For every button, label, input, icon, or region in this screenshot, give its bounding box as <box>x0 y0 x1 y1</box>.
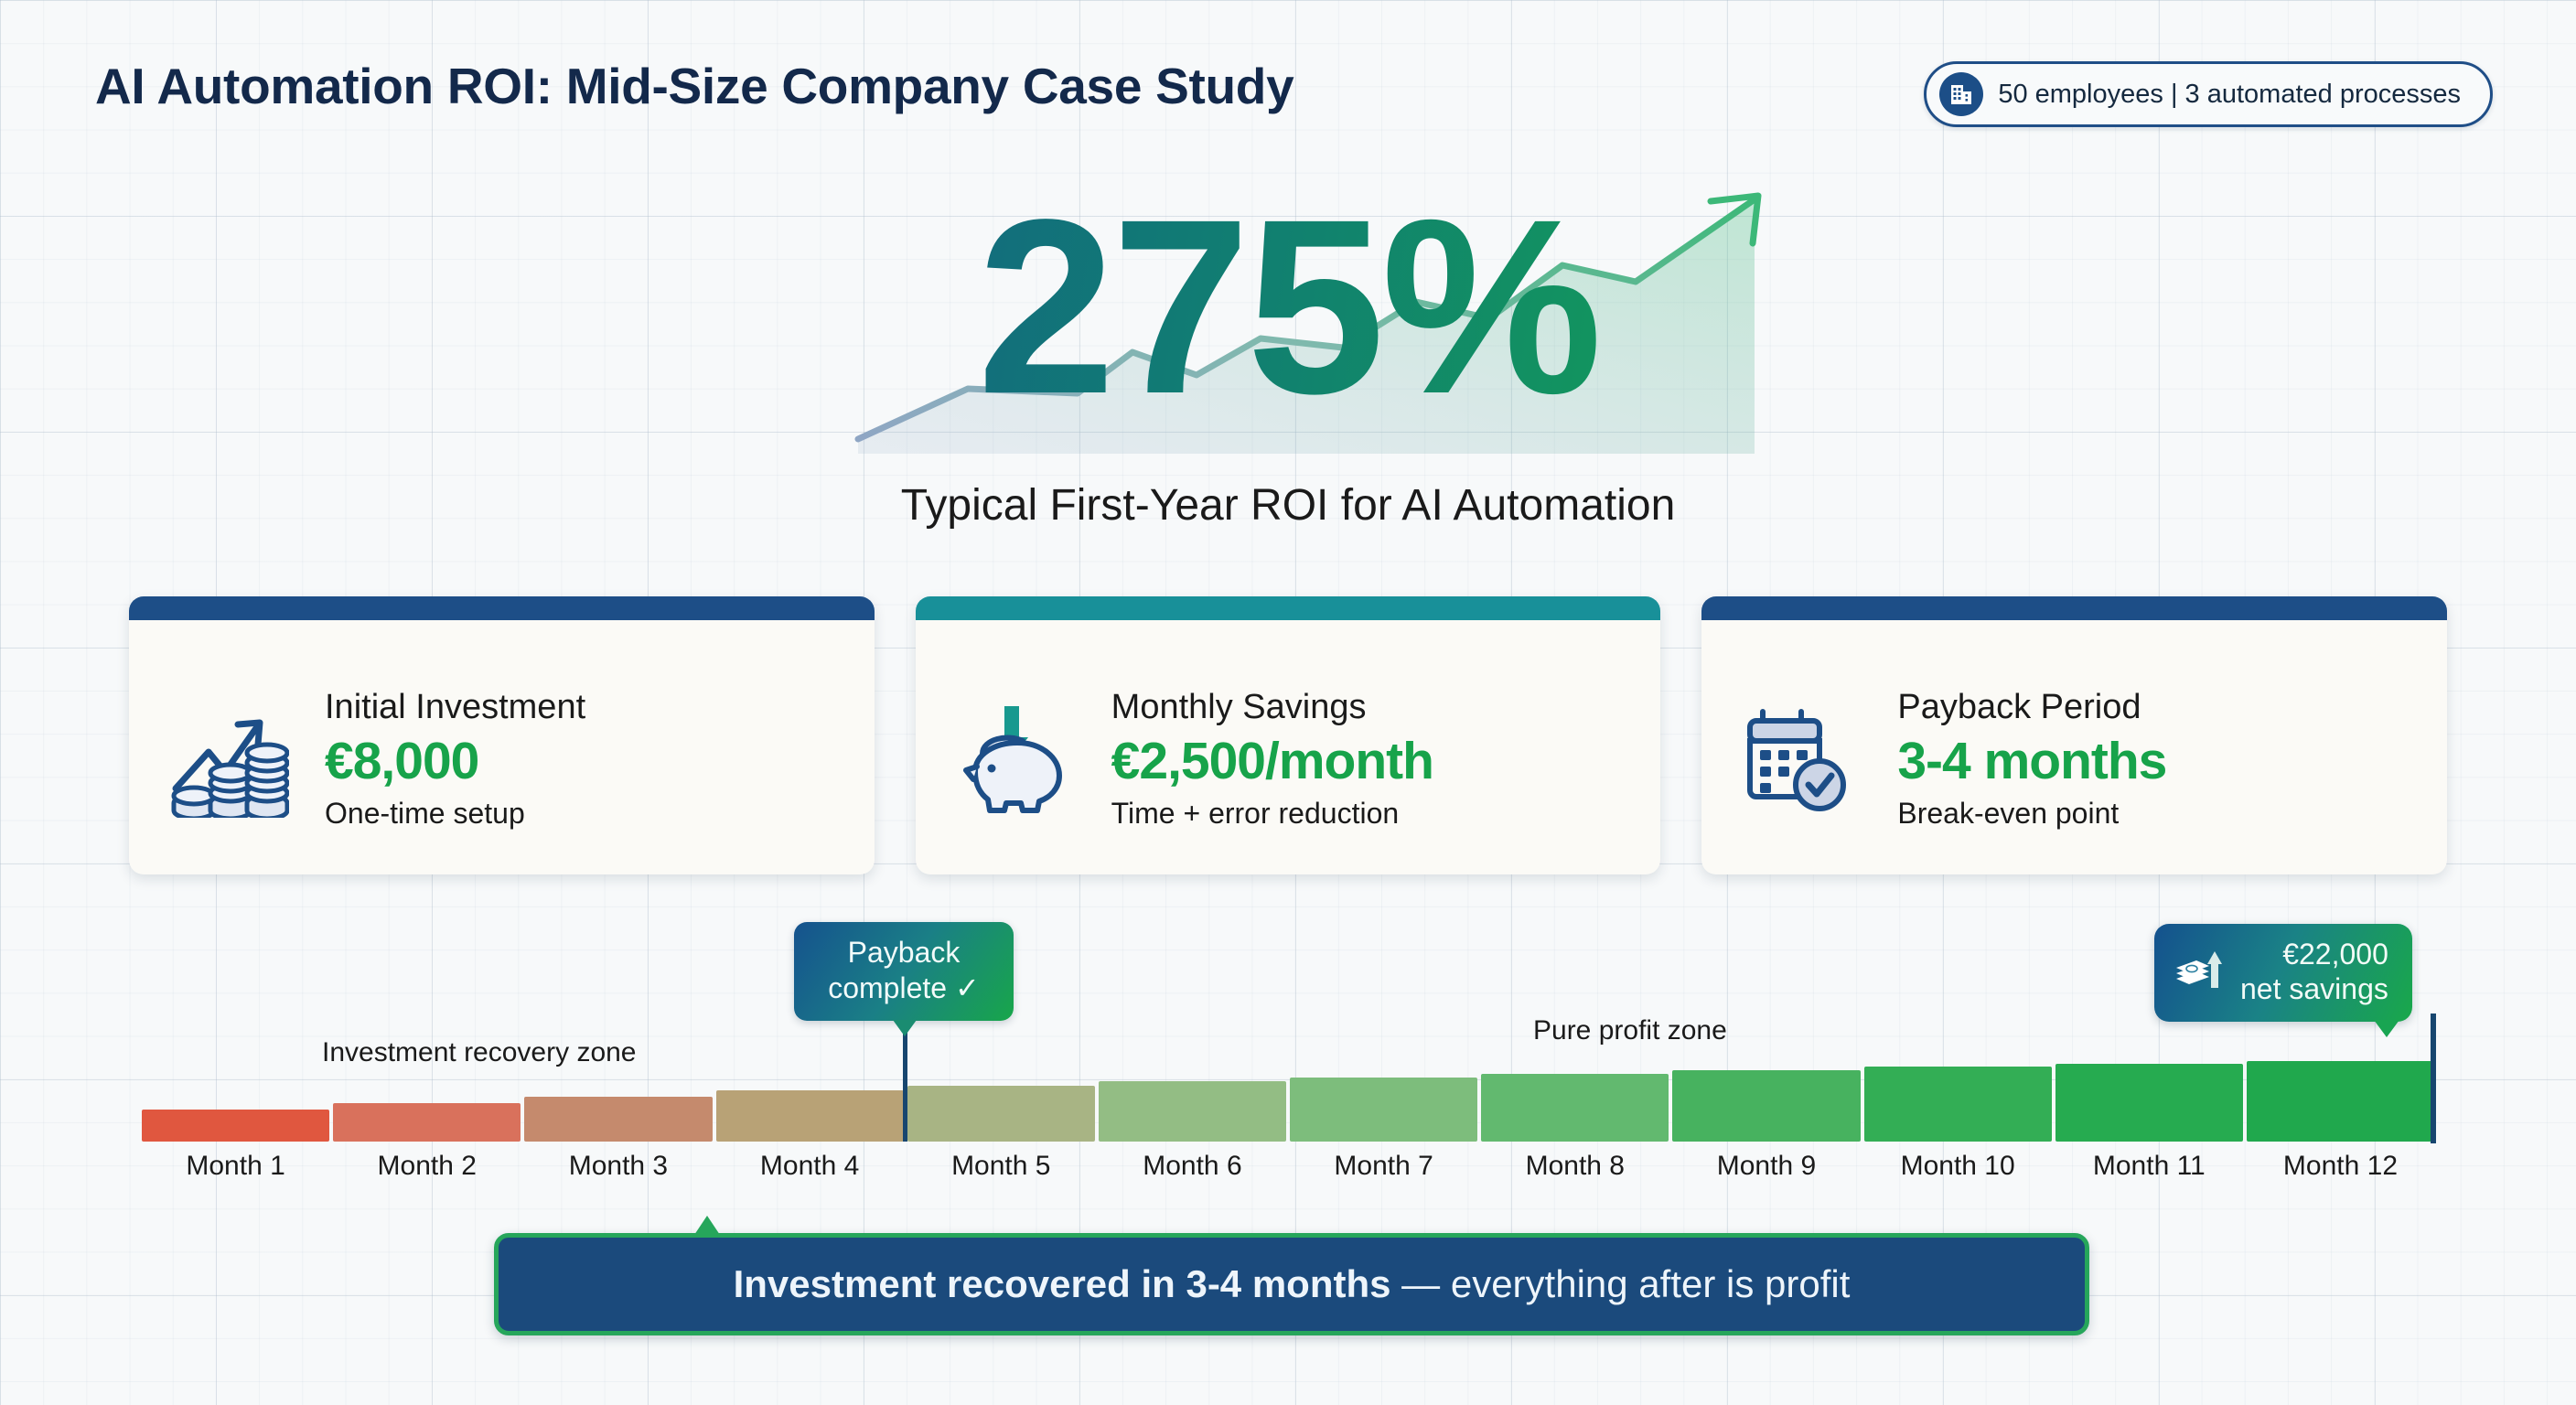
roi-timeline-chart: Investment recovery zone Pure profit zon… <box>0 915 2576 1226</box>
net-savings-callout: €22,000 net savings <box>2154 924 2412 1037</box>
month-label: Month 1 <box>186 1151 285 1181</box>
card-accent-bar <box>1701 596 2448 620</box>
metric-card-monthly-savings: Monthly Savings €2,500/month Time + erro… <box>915 596 1661 874</box>
payback-tooltip-line1: Payback <box>847 936 961 969</box>
timeline-bar <box>907 1086 1095 1142</box>
payback-tooltip-line2: complete ✓ <box>828 971 980 1005</box>
timeline-bar <box>1098 1081 1287 1142</box>
month-label: Month 11 <box>2092 1151 2206 1181</box>
page-title: AI Automation ROI: Mid-Size Company Case… <box>95 58 1294 114</box>
metric-card-payback-period: Payback Period 3-4 months Break-even poi… <box>1701 596 2448 874</box>
piggy-bank-deposit-icon <box>947 701 1084 818</box>
hero-section: 275% <box>0 156 2576 467</box>
timeline-bar <box>2246 1061 2435 1142</box>
timeline-bar <box>1481 1074 1669 1142</box>
calendar-check-icon <box>1733 701 1870 818</box>
month-label: Month 5 <box>951 1151 1051 1181</box>
coins-growth-icon <box>160 701 297 818</box>
timeline-bar <box>333 1102 521 1142</box>
card-label: Payback Period <box>1897 687 2141 726</box>
metric-card-initial-investment: Initial Investment €8,000 One-time setup <box>129 596 875 874</box>
month-label: Month 7 <box>1334 1151 1433 1181</box>
timeline-bar <box>142 1109 330 1142</box>
timeline-bar <box>1672 1070 1861 1142</box>
timeline-bar <box>2055 1064 2243 1142</box>
card-note: Break-even point <box>1897 796 2120 830</box>
card-value: €8,000 <box>325 732 479 791</box>
month-label: Month 8 <box>1525 1151 1625 1181</box>
summary-banner-strong: Investment recovered in 3-4 months <box>733 1262 1391 1305</box>
zone-label-recovery: Investment recovery zone <box>322 1037 637 1067</box>
net-savings-amount: €22,000 <box>2282 938 2388 971</box>
timeline-bar <box>1863 1067 2052 1142</box>
timeline-bar <box>715 1089 904 1142</box>
payback-marker-line <box>903 1004 907 1142</box>
payback-complete-tooltip: Payback complete ✓ <box>794 922 1014 1037</box>
rising-trend-arrow-icon <box>854 192 1762 454</box>
summary-banner-text: Investment recovered in 3-4 months — eve… <box>734 1262 1851 1306</box>
month-label: Month 2 <box>377 1151 477 1181</box>
net-savings-caption: net savings <box>2240 972 2388 1006</box>
timeline-bars <box>142 1061 2435 1142</box>
card-note: One-time setup <box>325 796 525 830</box>
card-note: Time + error reduction <box>1111 796 1400 830</box>
zone-label-profit: Pure profit zone <box>1533 1015 1727 1046</box>
card-accent-bar <box>129 596 875 620</box>
month-label: Month 10 <box>1900 1151 2015 1181</box>
metric-card-row: Initial Investment €8,000 One-time setup <box>129 596 2448 874</box>
month-label: Month 12 <box>2282 1151 2399 1181</box>
context-badge-label: 50 employees | 3 automated processes <box>1998 79 2461 109</box>
card-value: €2,500/month <box>1111 732 1434 791</box>
card-accent-bar <box>915 596 1661 620</box>
month-label: Month 4 <box>759 1151 860 1181</box>
timeline-bar <box>1290 1078 1478 1142</box>
timeline-bar <box>524 1096 713 1142</box>
net-savings-marker-line <box>2431 1014 2436 1143</box>
summary-banner-rest: — everything after is profit <box>1390 1262 1851 1305</box>
summary-banner: Investment recovered in 3-4 months — eve… <box>494 1216 2089 1335</box>
month-label: Month 6 <box>1143 1151 1242 1181</box>
card-label: Monthly Savings <box>1111 687 1367 726</box>
timeline-month-labels: Month 1 Month 2 Month 3 Month 4 Month 5 Month… <box>142 1151 2434 1182</box>
money-stack-arrow-icon <box>2174 948 2224 996</box>
card-label: Initial Investment <box>325 687 586 726</box>
net-savings-text: €22,000 net savings <box>2240 937 2388 1007</box>
month-label: Month 9 <box>1716 1151 1817 1181</box>
context-badge: 50 employees | 3 automated processes <box>1924 61 2493 127</box>
month-label: Month 3 <box>568 1151 669 1181</box>
card-value: 3-4 months <box>1897 732 2167 791</box>
hero-roi-value: 275% <box>0 156 2576 457</box>
hero-subtitle: Typical First-Year ROI for AI Automation <box>900 481 1676 530</box>
building-icon <box>1939 72 1984 116</box>
